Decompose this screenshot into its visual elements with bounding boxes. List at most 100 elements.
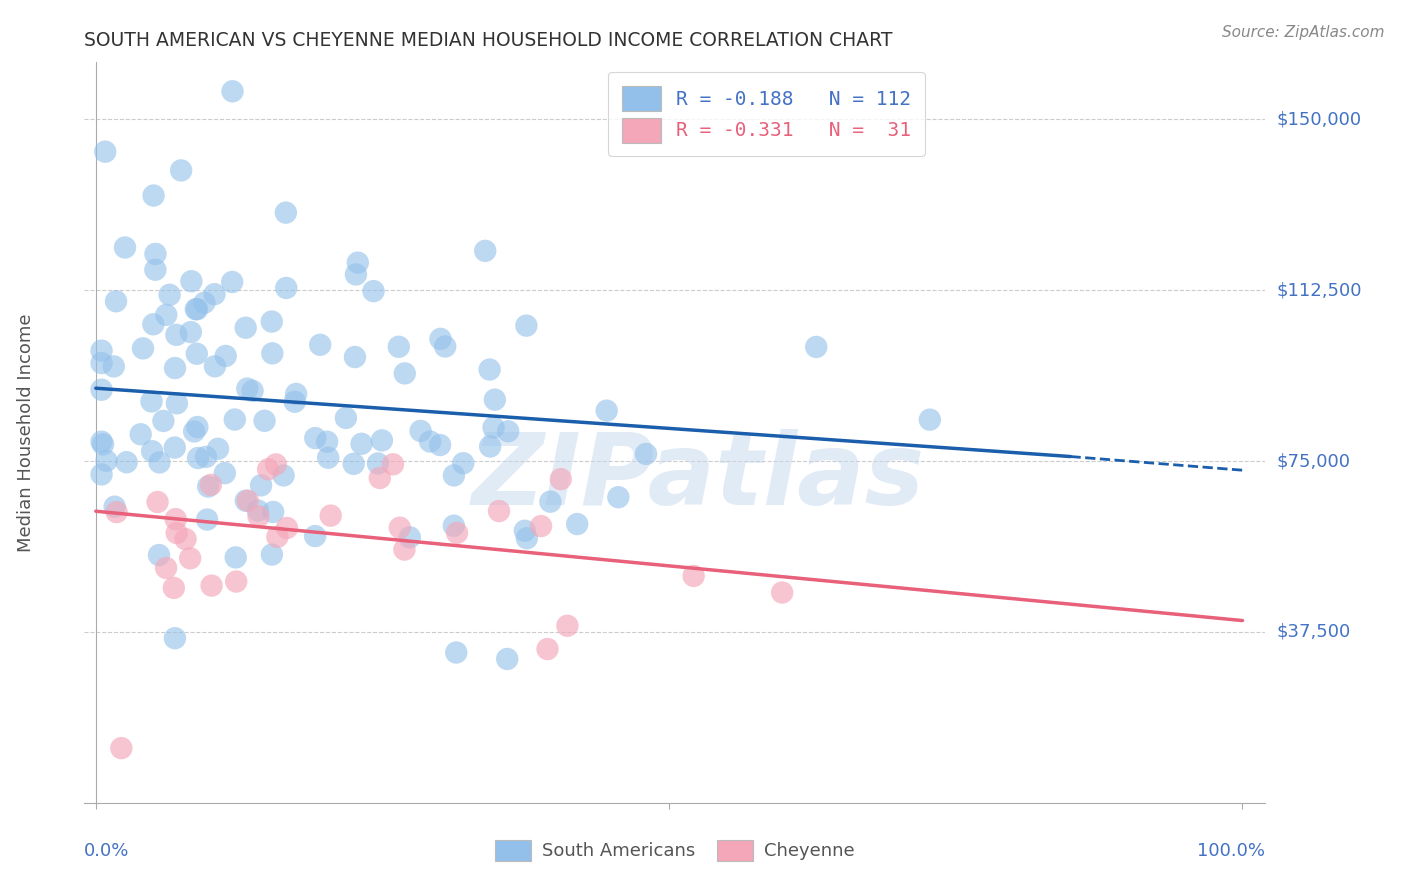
Point	[105, 505, 128, 519]
Point	[446, 525, 468, 540]
Point	[567, 516, 589, 531]
Point	[264, 458, 287, 472]
Point	[184, 302, 207, 317]
Point	[148, 455, 170, 469]
Point	[250, 478, 273, 492]
Text: 0.0%: 0.0%	[84, 842, 129, 860]
Point	[104, 500, 127, 514]
Point	[276, 281, 298, 295]
Point	[443, 468, 465, 483]
Point	[200, 478, 222, 492]
Point	[114, 240, 136, 254]
Point	[225, 550, 247, 565]
Text: SOUTH AMERICAN VS CHEYENNE MEDIAN HOUSEHOLD INCOME CORRELATION CHART: SOUTH AMERICAN VS CHEYENNE MEDIAN HOUSEH…	[84, 31, 893, 50]
Point	[474, 244, 496, 258]
Point	[235, 493, 257, 508]
Point	[388, 340, 411, 354]
Point	[513, 524, 536, 538]
Point	[260, 548, 283, 562]
Point	[262, 505, 284, 519]
Point	[141, 444, 163, 458]
Point	[284, 394, 307, 409]
Point	[155, 308, 177, 322]
Point	[262, 346, 284, 360]
Text: 100.0%: 100.0%	[1198, 842, 1265, 860]
Point	[770, 585, 793, 599]
Point	[682, 569, 704, 583]
Point	[398, 530, 420, 544]
Point	[274, 205, 297, 219]
Point	[316, 434, 339, 449]
Point	[806, 340, 828, 354]
Point	[204, 287, 226, 301]
Point	[607, 490, 630, 504]
Point	[165, 512, 187, 526]
Point	[482, 420, 505, 434]
Point	[146, 495, 169, 509]
Point	[260, 314, 283, 328]
Point	[346, 255, 368, 269]
Point	[496, 424, 519, 438]
Point	[246, 503, 269, 517]
Point	[344, 268, 367, 282]
Point	[163, 441, 186, 455]
Text: $75,000: $75,000	[1277, 452, 1351, 470]
Point	[409, 424, 432, 438]
Point	[143, 262, 166, 277]
Point	[159, 288, 181, 302]
Point	[163, 631, 186, 645]
Point	[236, 493, 259, 508]
Point	[94, 145, 117, 159]
Point	[343, 457, 366, 471]
Point	[419, 434, 441, 449]
Point	[253, 414, 276, 428]
Point	[180, 325, 202, 339]
Point	[595, 403, 617, 417]
Point	[148, 548, 170, 562]
Point	[367, 457, 389, 471]
Point	[166, 526, 188, 541]
Point	[96, 454, 118, 468]
Point	[187, 450, 209, 465]
Point	[343, 350, 366, 364]
Point	[247, 509, 270, 524]
Point	[197, 479, 219, 493]
Point	[266, 530, 288, 544]
Point	[368, 471, 391, 485]
Text: $150,000: $150,000	[1277, 111, 1361, 128]
Point	[207, 442, 229, 456]
Point	[478, 362, 501, 376]
Point	[186, 302, 208, 317]
Point	[132, 342, 155, 356]
Point	[145, 247, 167, 261]
Point	[195, 450, 218, 464]
Point	[429, 332, 451, 346]
Point	[496, 652, 519, 666]
Point	[179, 551, 201, 566]
Point	[105, 294, 128, 309]
Point	[388, 521, 411, 535]
Point	[446, 646, 468, 660]
Text: Source: ZipAtlas.com: Source: ZipAtlas.com	[1222, 25, 1385, 40]
Point	[429, 438, 451, 452]
Point	[180, 274, 202, 288]
Point	[394, 367, 416, 381]
Point	[918, 412, 941, 426]
Point	[129, 427, 152, 442]
Point	[536, 642, 558, 657]
Point	[634, 447, 657, 461]
Point	[215, 349, 238, 363]
Point	[186, 347, 208, 361]
Point	[394, 542, 416, 557]
Point	[530, 519, 553, 533]
Point	[451, 456, 474, 470]
Point	[110, 741, 132, 756]
Point	[285, 387, 308, 401]
Point	[443, 518, 465, 533]
Point	[316, 450, 339, 465]
Point	[242, 384, 264, 398]
Point	[236, 382, 259, 396]
Point	[90, 343, 112, 358]
Point	[335, 411, 357, 425]
Point	[516, 531, 538, 545]
